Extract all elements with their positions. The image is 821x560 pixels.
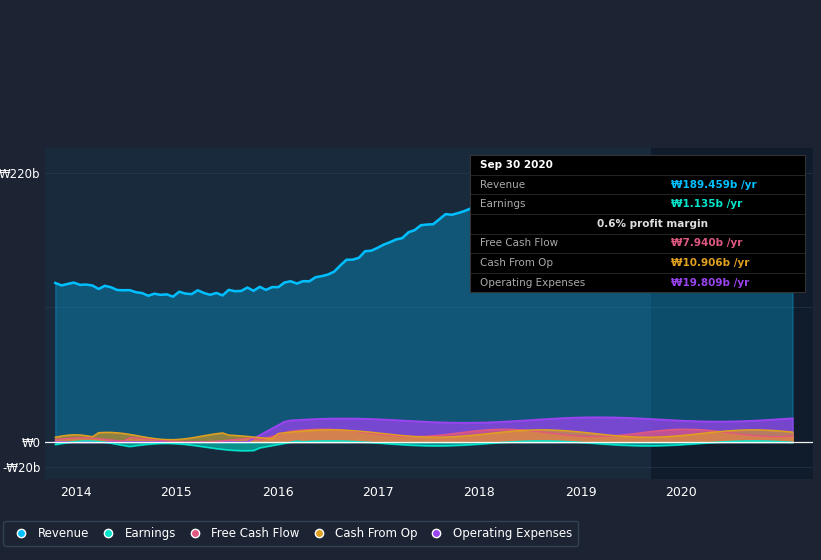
Text: ₩19.809b /yr: ₩19.809b /yr (671, 278, 749, 287)
Text: Revenue: Revenue (479, 180, 525, 189)
Text: Earnings: Earnings (479, 199, 525, 209)
Text: Free Cash Flow: Free Cash Flow (479, 239, 557, 248)
Text: ₩10.906b /yr: ₩10.906b /yr (671, 258, 749, 268)
Text: 0.6% profit margin: 0.6% profit margin (597, 219, 708, 228)
Text: Operating Expenses: Operating Expenses (479, 278, 585, 287)
Text: ₩7.940b /yr: ₩7.940b /yr (671, 239, 742, 248)
Text: ₩189.459b /yr: ₩189.459b /yr (671, 180, 756, 189)
Text: ₩1.135b /yr: ₩1.135b /yr (671, 199, 742, 209)
Legend: Revenue, Earnings, Free Cash Flow, Cash From Op, Operating Expenses: Revenue, Earnings, Free Cash Flow, Cash … (3, 521, 578, 545)
Bar (651, 148, 813, 479)
Text: Cash From Op: Cash From Op (479, 258, 553, 268)
Text: Sep 30 2020: Sep 30 2020 (479, 160, 553, 170)
